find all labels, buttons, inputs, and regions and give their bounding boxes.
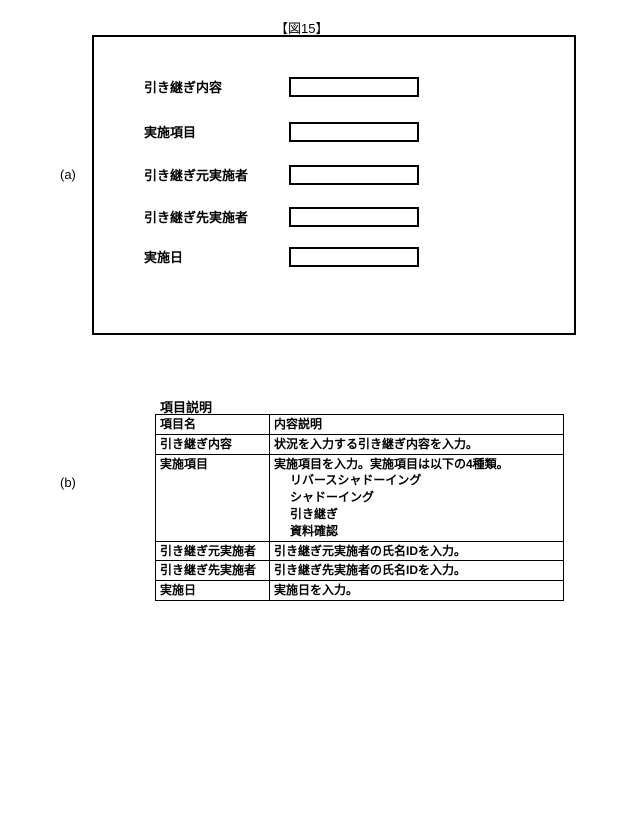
table-row: 実施日 実施日を入力。	[156, 581, 564, 601]
cell-desc: 引き継ぎ先実施者の氏名IDを入力。	[270, 561, 564, 581]
input-implementation-date[interactable]	[289, 247, 419, 267]
cell-name: 実施日	[156, 581, 270, 601]
cell-desc-main: 実施項目を入力。実施項目は以下の4種類。	[274, 457, 509, 471]
sub-item: 引き継ぎ	[274, 506, 559, 523]
description-table: 項目名 内容説明 引き継ぎ内容 状況を入力する引き継ぎ内容を入力。 実施項目 実…	[155, 414, 564, 601]
cell-name: 実施項目	[156, 454, 270, 541]
input-handover-content[interactable]	[289, 77, 419, 97]
form-row-label: 引き継ぎ内容	[144, 77, 274, 96]
form-row-label: 引き継ぎ元実施者	[144, 165, 274, 184]
label-implementation-date: 実施日	[144, 247, 183, 266]
label-source-executor: 引き継ぎ元実施者	[144, 165, 248, 184]
form-row-box	[289, 77, 419, 97]
label-handover-content: 引き継ぎ内容	[144, 77, 222, 96]
table-row: 実施項目 実施項目を入力。実施項目は以下の4種類。 リバースシャドーイング シャ…	[156, 454, 564, 541]
sub-item: シャドーイング	[274, 489, 559, 506]
label-target-executor: 引き継ぎ先実施者	[144, 207, 248, 226]
form-row-box	[289, 165, 419, 185]
panel-b-marker: (b)	[60, 475, 76, 490]
form-row-label: 実施日	[144, 247, 274, 266]
cell-name: 引き継ぎ内容	[156, 434, 270, 454]
cell-name: 引き継ぎ先実施者	[156, 561, 270, 581]
panel-a-container: 引き継ぎ内容 実施項目 引き継ぎ元実施者 引き継ぎ先実施者 実施日	[92, 35, 576, 335]
form-row-box	[289, 247, 419, 267]
form-row-box	[289, 207, 419, 227]
table-row: 引き継ぎ先実施者 引き継ぎ先実施者の氏名IDを入力。	[156, 561, 564, 581]
cell-desc: 状況を入力する引き継ぎ内容を入力。	[270, 434, 564, 454]
table-row: 引き継ぎ内容 状況を入力する引き継ぎ内容を入力。	[156, 434, 564, 454]
label-implementation-item: 実施項目	[144, 122, 196, 141]
form-row-label: 実施項目	[144, 122, 274, 141]
input-source-executor[interactable]	[289, 165, 419, 185]
input-target-executor[interactable]	[289, 207, 419, 227]
sub-item: 資料確認	[274, 523, 559, 540]
header-col-name: 項目名	[156, 415, 270, 435]
cell-desc: 実施項目を入力。実施項目は以下の4種類。 リバースシャドーイング シャドーイング…	[270, 454, 564, 541]
cell-desc: 実施日を入力。	[270, 581, 564, 601]
header-col-desc: 内容説明	[270, 415, 564, 435]
input-implementation-item[interactable]	[289, 122, 419, 142]
cell-desc: 引き継ぎ元実施者の氏名IDを入力。	[270, 541, 564, 561]
form-row-label: 引き継ぎ先実施者	[144, 207, 274, 226]
table-row: 引き継ぎ元実施者 引き継ぎ元実施者の氏名IDを入力。	[156, 541, 564, 561]
form-row-box	[289, 122, 419, 142]
table-header-row: 項目名 内容説明	[156, 415, 564, 435]
cell-name: 引き継ぎ元実施者	[156, 541, 270, 561]
sub-item: リバースシャドーイング	[274, 472, 559, 489]
panel-a-marker: (a)	[60, 167, 76, 182]
